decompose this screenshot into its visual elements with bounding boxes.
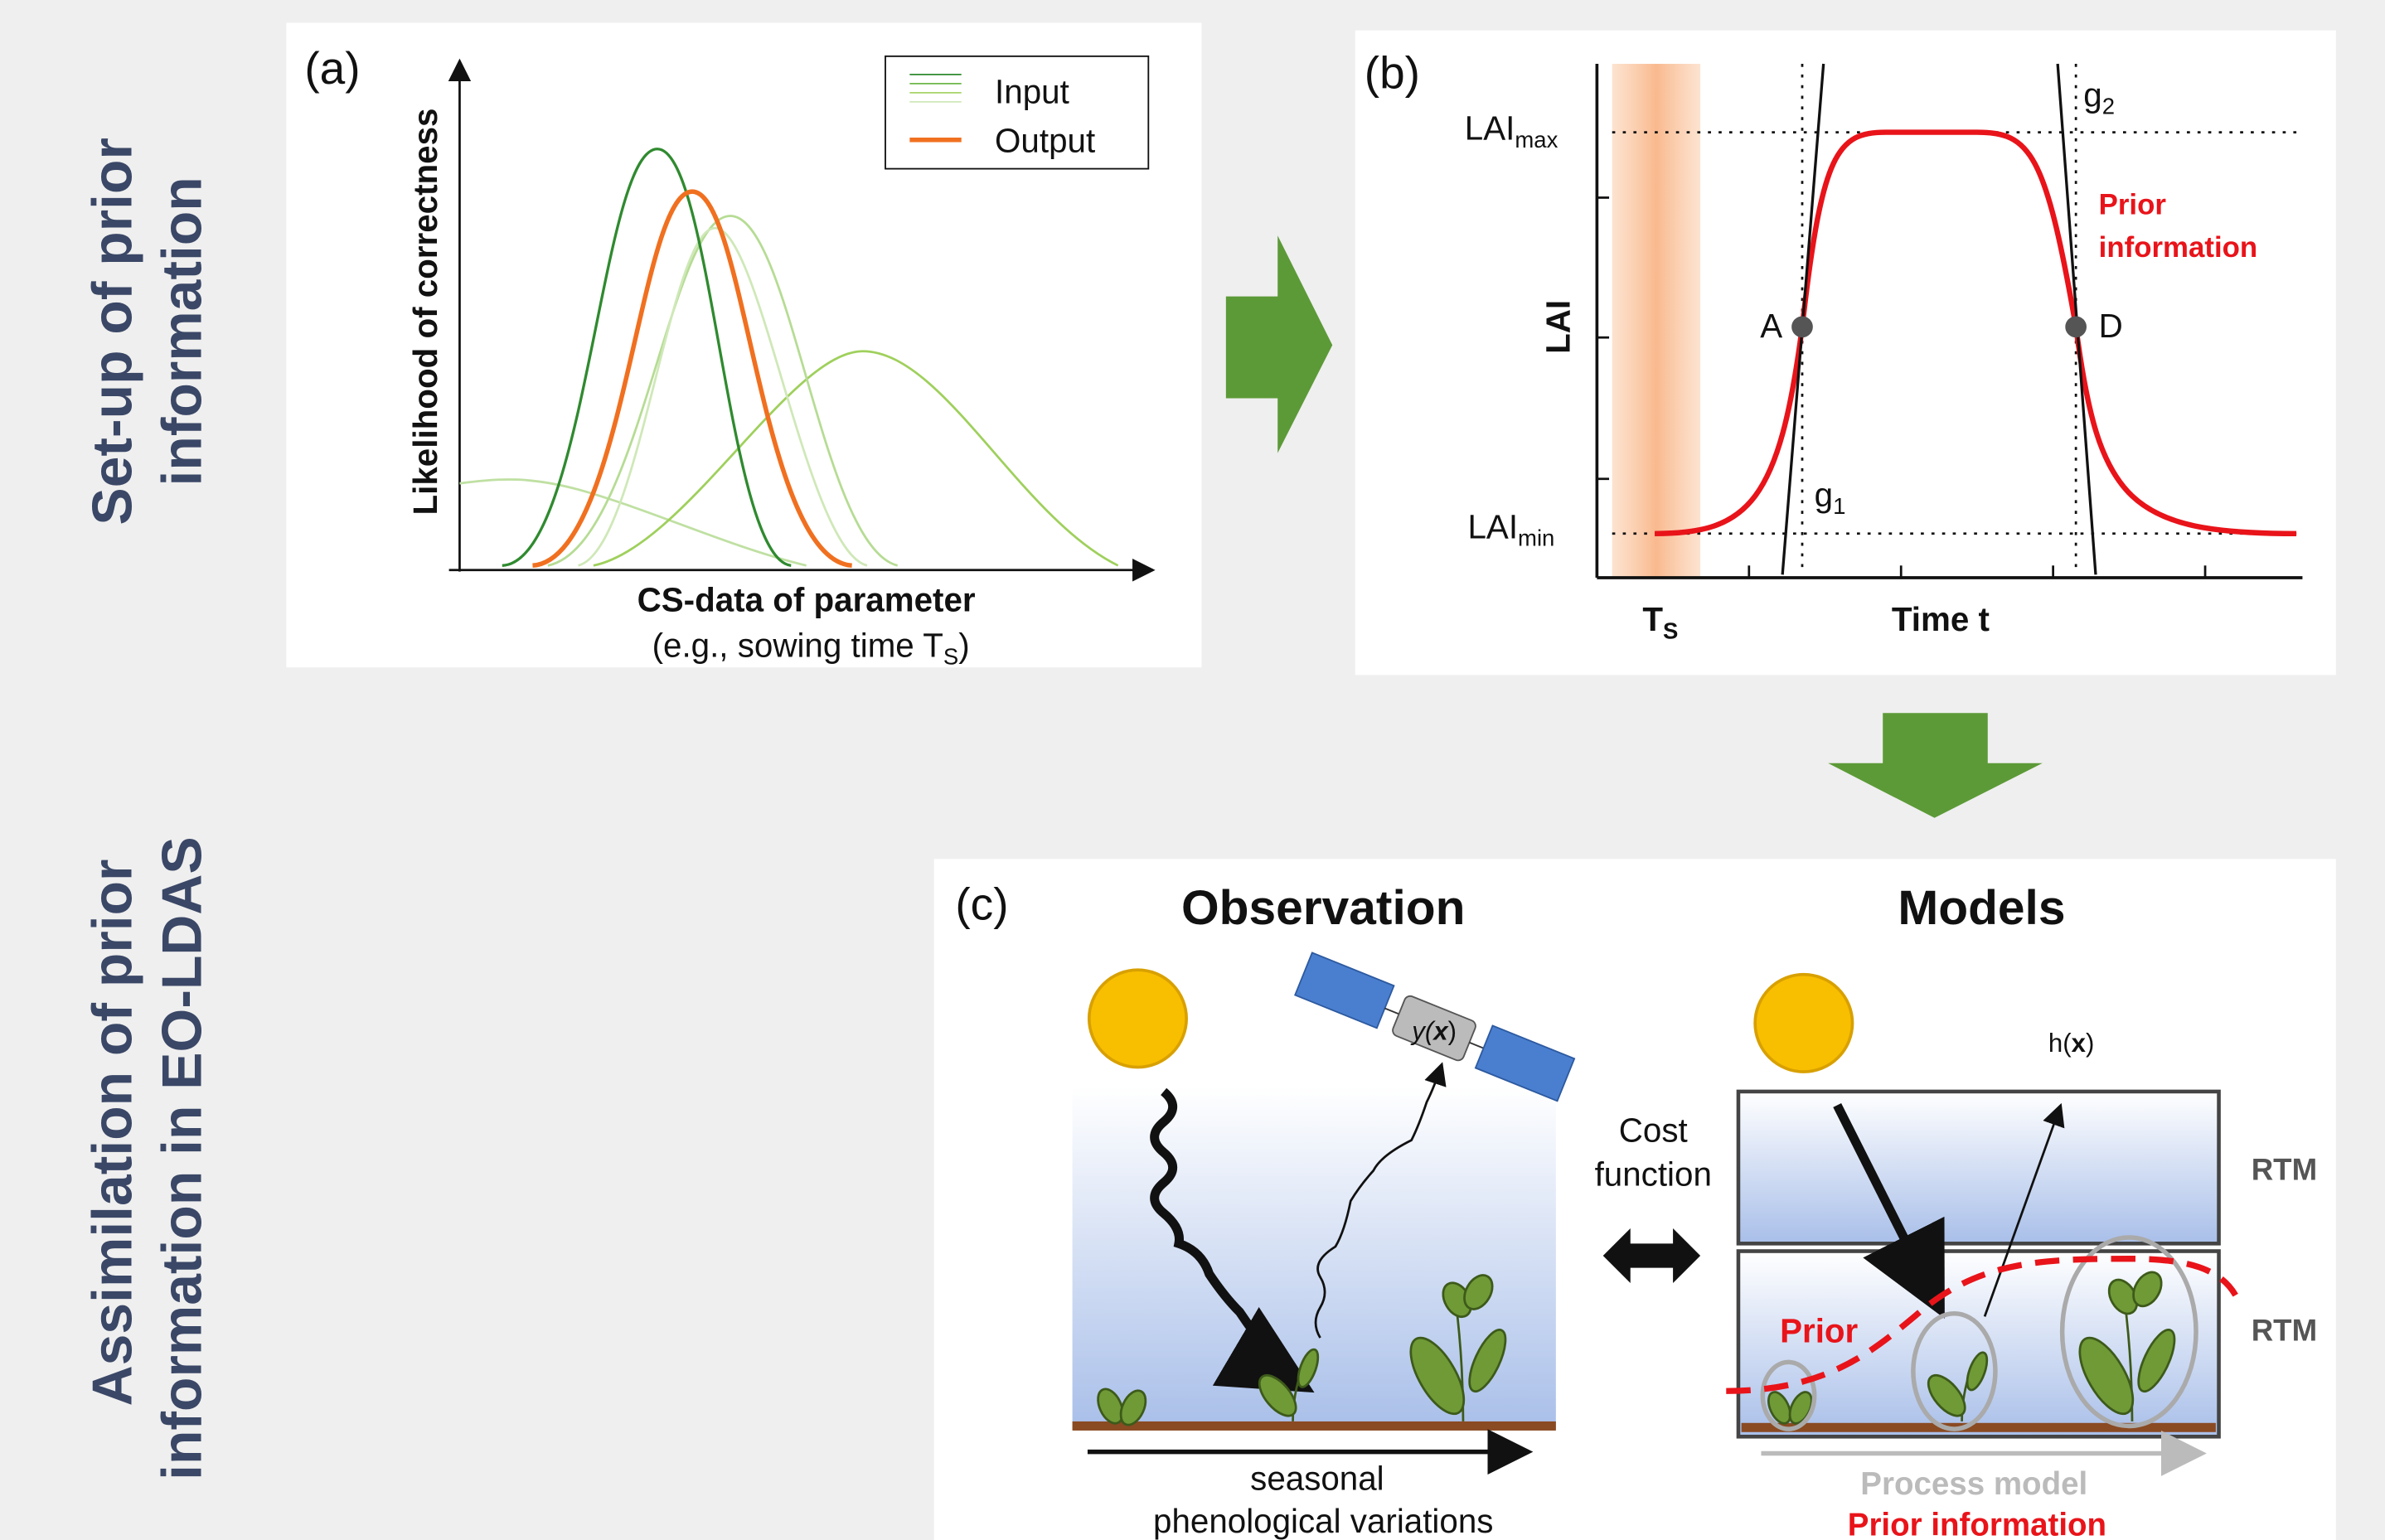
subscript: S [943, 644, 958, 670]
side-label: Set-up of prior [81, 138, 143, 525]
axis-title: Time t [1892, 600, 1990, 638]
figure: Set-up of prior information Assimilation… [0, 0, 2385, 1540]
axis-note: (e.g., sowing time TS) [652, 626, 970, 669]
prior-label: Prior [2099, 189, 2167, 221]
caption: seasonal [1250, 1459, 1384, 1497]
axis-title: Likelihood of correctness [406, 109, 444, 516]
panel-label: (c) [955, 879, 1008, 930]
heading: Models [1898, 881, 2065, 935]
flow-arrow [1828, 713, 2043, 818]
text-part: T [1642, 600, 1663, 638]
legend-label: Output [995, 121, 1095, 159]
process-label: Process model [1860, 1466, 2087, 1502]
cost-label: function [1595, 1155, 1712, 1194]
sun [1755, 975, 1852, 1072]
text-part: y( [1410, 1017, 1437, 1046]
point [2065, 317, 2087, 338]
axis-title: LAI [1539, 300, 1577, 354]
text-part: ) [1448, 1017, 1457, 1046]
sowing-band [1612, 64, 1700, 578]
rtm-label: RTM [2252, 1314, 2317, 1348]
side-labels: Set-up of prior information Assimilation… [81, 138, 213, 1480]
legend-label: Input [995, 73, 1069, 111]
prior-label: information [2099, 231, 2258, 264]
observation-operator: y(x) [1410, 1017, 1457, 1046]
caption: phenological variations [1153, 1502, 1493, 1540]
text-part: ) [2086, 1029, 2094, 1058]
axis-title: CS-data of parameter [637, 580, 976, 618]
panel-c: (c) Observation Models y(x) seasonal phe… [934, 859, 2336, 1540]
text-part: g [2083, 75, 2101, 114]
subscript: S [1663, 617, 1678, 643]
panel-label: (b) [1365, 46, 1420, 98]
panel-label: (a) [304, 42, 360, 94]
text-part: g [1815, 476, 1833, 514]
sun [1089, 970, 1186, 1067]
rtm-label: RTM [2252, 1152, 2317, 1186]
text-part: h( [2048, 1029, 2072, 1058]
soil [1073, 1421, 1556, 1431]
point-label: D [2099, 307, 2123, 345]
text-part: ) [958, 626, 969, 664]
heading: Observation [1181, 881, 1465, 935]
rtm-box [1738, 1092, 2219, 1243]
subscript: min [1518, 525, 1554, 550]
text-part: (e.g., sowing time T [652, 626, 943, 664]
prior-label: Prior [1780, 1312, 1858, 1350]
text-part: x [2072, 1029, 2087, 1058]
text-part: x [1432, 1017, 1449, 1046]
flow-arrow [1226, 235, 1332, 453]
panel-b: (b) A D LAI LAImax LAImin g2 g1 Prior in… [1355, 31, 2336, 676]
panel-a: (a) Input Output Likelihood of correctne… [286, 23, 1201, 670]
side-label: information [152, 177, 214, 486]
subscript: max [1515, 127, 1558, 153]
prior-info-label: Prior information [1848, 1507, 2106, 1540]
subscript: 1 [1833, 493, 1845, 519]
model-operator: h(x) [2048, 1029, 2094, 1058]
subscript: 2 [2102, 94, 2115, 119]
side-label: information in EO-LDAS [152, 836, 214, 1480]
point [1791, 317, 1813, 338]
side-label: Assimilation of prior [81, 860, 143, 1407]
cost-label: Cost [1619, 1111, 1688, 1149]
text-part: LAI [1467, 507, 1518, 545]
point-label: A [1760, 307, 1782, 345]
text-part: LAI [1465, 109, 1515, 148]
